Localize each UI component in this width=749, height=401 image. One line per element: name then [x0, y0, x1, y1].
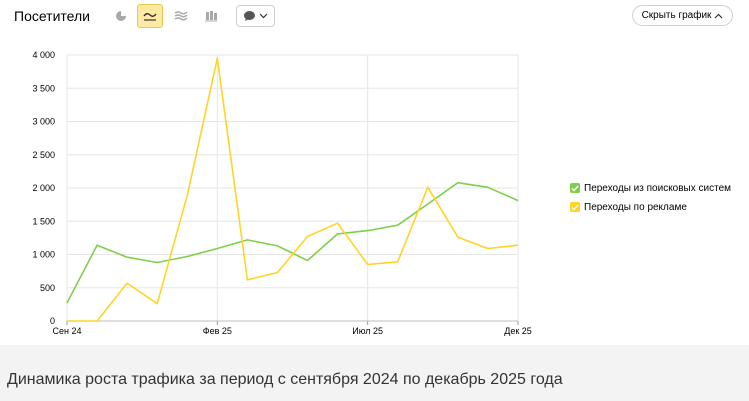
x-tick-label: Июл 25 [352, 326, 383, 336]
x-tick-label: Дек 25 [504, 326, 532, 336]
bar-chart-icon[interactable] [198, 4, 224, 28]
chevron-up-icon [715, 13, 723, 18]
checkbox-icon[interactable] [570, 183, 580, 193]
hide-chart-button[interactable]: Скрыть график [632, 5, 733, 26]
comment-dropdown[interactable] [236, 5, 275, 27]
y-tick-label: 2 500 [32, 150, 55, 160]
y-tick-label: 1 000 [32, 250, 55, 260]
chevron-down-icon [259, 13, 268, 19]
pie-chart-icon[interactable] [108, 4, 134, 28]
series-line-2 [67, 57, 519, 322]
area-chart-icon[interactable] [168, 4, 194, 28]
y-axis-ticks: 0 500 1 000 1 500 2 000 2 500 3 000 3 500 4 000 [32, 50, 55, 326]
x-axis-ticks: Сен 24 Фев 25 Июл 25 Дек 25 [53, 320, 532, 336]
x-tick-label: Фев 25 [203, 326, 232, 336]
legend-item-2[interactable]: Переходы по рекламе [570, 201, 731, 213]
y-tick-label: 2 000 [32, 183, 55, 193]
line-chart-icon[interactable] [137, 4, 163, 28]
y-tick-label: 3 000 [32, 117, 55, 127]
series-line-1 [66, 181, 519, 304]
chart-title: Посетители [14, 8, 90, 24]
chart-legend: Переходы из поисковых систем Переходы по … [570, 182, 731, 220]
y-tick-label: 1 500 [32, 216, 55, 226]
legend-item-1[interactable]: Переходы из поисковых систем [570, 182, 731, 194]
y-tick-label: 0 [50, 316, 55, 326]
comment-icon [244, 11, 255, 21]
y-tick-label: 3 500 [32, 83, 55, 93]
chart-toolbar: Посетители Скрыть график [0, 0, 749, 34]
x-tick-label: Сен 24 [53, 326, 82, 336]
figure-caption: Динамика роста трафика за период с сентя… [7, 371, 563, 388]
chart-card: Посетители Скрыть график 0 500 1 000 1 500 2… [0, 0, 749, 345]
y-tick-label: 500 [40, 283, 55, 293]
chart-series [66, 57, 519, 322]
legend-label: Переходы по рекламе [584, 201, 687, 213]
hide-chart-label: Скрыть график [641, 10, 712, 21]
y-tick-label: 4 000 [32, 50, 55, 60]
checkbox-icon[interactable] [570, 202, 580, 212]
legend-label: Переходы из поисковых систем [584, 182, 732, 194]
